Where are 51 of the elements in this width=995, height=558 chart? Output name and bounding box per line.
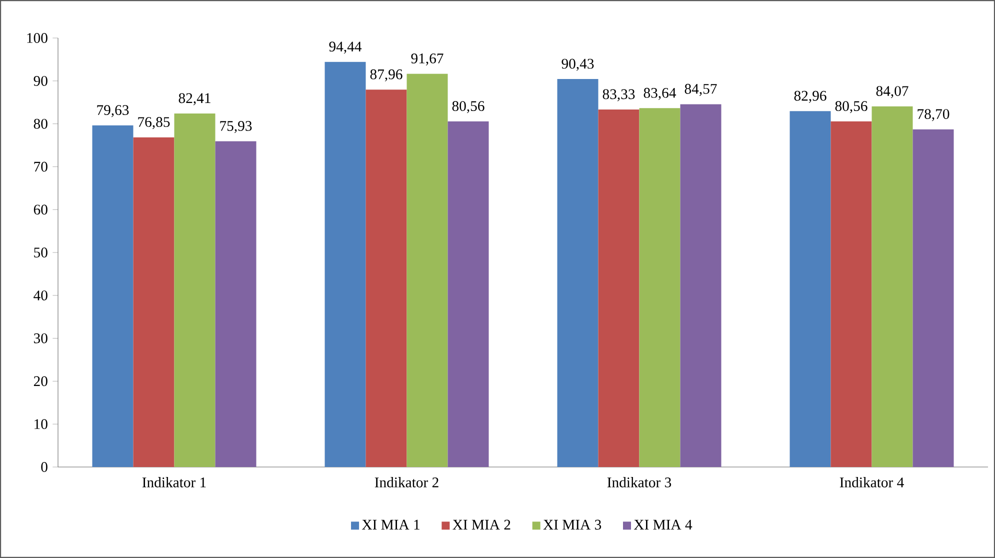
bar	[133, 137, 174, 467]
y-tick-label: 80	[34, 118, 48, 129]
bar	[366, 90, 407, 467]
y-tick-label: 30	[34, 333, 48, 344]
data-label: 79,63	[97, 105, 129, 118]
bar	[174, 113, 216, 467]
x-tick-label: Indikator 1	[142, 477, 206, 488]
y-tick-label: 60	[34, 204, 48, 215]
data-label: 91,67	[411, 54, 444, 66]
bar	[557, 79, 598, 467]
data-label: 76,85	[138, 117, 170, 130]
y-tick-label: 40	[34, 290, 48, 300]
bar	[790, 111, 831, 467]
data-label: 83,64	[644, 88, 676, 100]
legend-label: XI MIA 2	[452, 520, 510, 530]
bar	[912, 129, 954, 467]
data-label: 84,57	[684, 84, 717, 96]
bar	[598, 110, 640, 467]
bar	[448, 121, 489, 467]
data-label: 78,70	[918, 109, 950, 122]
data-label: 84,07	[876, 86, 908, 98]
bar	[680, 104, 722, 467]
bar	[639, 108, 680, 467]
data-label: 82,41	[178, 93, 210, 106]
bar	[215, 141, 256, 467]
y-tick-label: 90	[34, 76, 48, 86]
y-tick-label: 100	[27, 33, 48, 43]
bar	[324, 62, 366, 467]
x-tick-label: Indikator 3	[607, 477, 672, 488]
data-label: 75,93	[220, 121, 252, 133]
bar	[872, 106, 913, 467]
y-tick-label: 10	[34, 419, 48, 430]
data-label: 83,33	[602, 89, 635, 102]
data-label: 80,56	[835, 101, 868, 114]
y-tick-label: 20	[34, 376, 48, 386]
data-label: 80,56	[452, 101, 484, 114]
x-tick-label: Indikator 2	[374, 477, 438, 488]
legend-label: XI MIA 4	[634, 520, 692, 530]
bar	[830, 121, 872, 467]
x-tick-label: Indikator 4	[840, 477, 904, 488]
bar	[406, 74, 448, 467]
data-label: 90,43	[562, 58, 594, 71]
data-label: 82,96	[794, 90, 826, 103]
bar	[92, 125, 134, 467]
data-label: 94,44	[329, 42, 362, 54]
data-label: 87,96	[370, 69, 402, 82]
y-tick-label: 0	[41, 462, 48, 472]
y-tick-label: 70	[34, 162, 48, 172]
y-tick-label: 50	[34, 248, 48, 258]
legend-label: XI MIA 1	[362, 520, 420, 530]
legend-label: XI MIA 3	[543, 520, 602, 530]
